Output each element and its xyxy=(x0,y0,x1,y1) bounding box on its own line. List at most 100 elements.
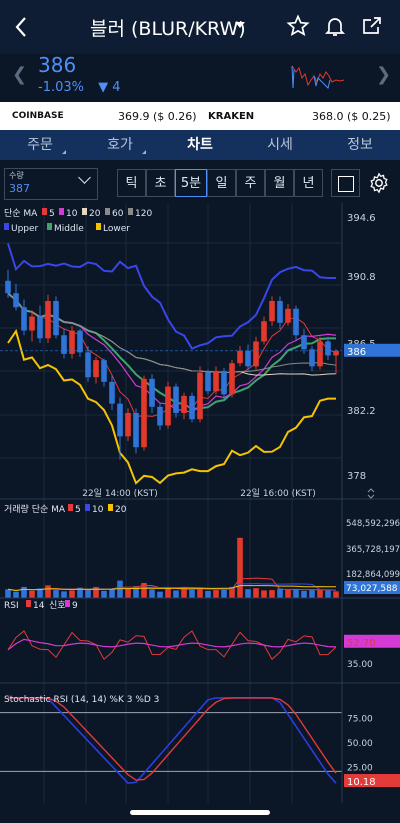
tab-info[interactable]: 정보 xyxy=(320,130,400,160)
tab-orderbook[interactable]: 호가 xyxy=(80,130,160,160)
volume-bar xyxy=(85,589,91,598)
stoch-d-line xyxy=(8,697,337,781)
legend-swatch xyxy=(108,504,113,511)
tab-chart[interactable]: 차트 xyxy=(160,130,240,160)
candle-body xyxy=(149,378,155,407)
timeframe-month[interactable]: 월 xyxy=(265,169,294,197)
volume-bar xyxy=(181,586,187,598)
volume-bar xyxy=(37,588,43,598)
rsi-signal-line xyxy=(7,638,337,651)
legend-swatch xyxy=(96,223,101,230)
candle-body xyxy=(77,330,83,353)
star-icon[interactable] xyxy=(286,14,310,38)
stoch-k-line xyxy=(8,697,337,784)
candle-body xyxy=(29,316,35,331)
volume-bar xyxy=(309,590,315,598)
candle-body xyxy=(141,378,147,448)
draw-tool-button[interactable] xyxy=(331,169,360,197)
stoch-tag-label: 10.18 xyxy=(347,777,376,788)
back-arrow-icon xyxy=(15,17,26,37)
candle-body xyxy=(285,308,291,323)
chart-type-select[interactable] xyxy=(4,168,98,200)
settings-gear-icon[interactable] xyxy=(368,172,390,194)
share-icon[interactable] xyxy=(360,14,384,38)
candle-series xyxy=(0,269,342,460)
timeframe-second[interactable]: 초 xyxy=(146,169,175,197)
tab-order[interactable]: 주문 xyxy=(0,130,80,160)
axis-scale-icon xyxy=(367,488,375,499)
timeframe-year[interactable]: 년 xyxy=(294,169,323,197)
candle-body xyxy=(53,301,59,336)
candle-body xyxy=(189,395,195,420)
change-amount: ▼ 4 xyxy=(98,80,121,95)
chart-legends: 단순 MA 5 10 20 60 120 Upper Middle Lower 거래량 단순 MA… xyxy=(4,208,159,705)
tab-label: 정보 xyxy=(347,137,373,153)
bell-icon[interactable] xyxy=(323,14,347,38)
volume-bar xyxy=(117,580,123,598)
volume-bar xyxy=(237,537,243,598)
candle-body xyxy=(317,341,323,367)
mini-chart xyxy=(290,58,346,92)
volume-bar xyxy=(245,589,251,598)
volume-bar xyxy=(157,591,163,598)
candle-body xyxy=(61,335,67,354)
volume-axis-label: 182,864,099 xyxy=(346,570,400,580)
price-tag-label: 386 xyxy=(347,347,366,358)
tab-trades[interactable]: 시세 xyxy=(240,130,320,160)
volume-bar xyxy=(173,590,179,598)
volume-bar xyxy=(293,588,299,598)
candle-body xyxy=(133,413,139,448)
price-axis-label: 378 xyxy=(347,471,366,482)
title-dropdown-icon[interactable] xyxy=(235,22,245,28)
legend-text: Upper xyxy=(11,224,39,234)
price-tag-box xyxy=(344,343,400,357)
volume-bar xyxy=(261,590,267,598)
next-coin-icon[interactable]: ❯ xyxy=(376,64,392,85)
candle-body xyxy=(245,350,251,367)
legend-swatch xyxy=(68,504,73,511)
timeframe-tick[interactable]: 틱 xyxy=(117,169,146,197)
volume-bar xyxy=(133,586,139,598)
candle-body xyxy=(101,360,107,382)
volume-bar xyxy=(109,588,115,598)
legend-text: 단순 MA xyxy=(4,208,38,219)
candle-body xyxy=(181,395,187,413)
legend-text: Middle xyxy=(54,224,84,234)
tab-corner-icon xyxy=(62,150,66,154)
legend-swatch xyxy=(85,504,90,511)
timeframe-5min[interactable]: 5분 xyxy=(175,169,207,197)
legend-text: 9 xyxy=(72,601,78,611)
legend-swatch xyxy=(65,600,70,607)
candle-body xyxy=(221,371,227,395)
legend-text: 신호 xyxy=(49,600,66,611)
timeframe-day[interactable]: 일 xyxy=(207,169,236,197)
volume-bar xyxy=(93,586,99,598)
candle-body xyxy=(333,350,339,356)
price-change: -1.03% ▼ 4 xyxy=(38,80,121,95)
volume-bar xyxy=(221,588,227,598)
candle-body xyxy=(165,386,171,426)
header-bar xyxy=(0,0,400,54)
rsi-pane xyxy=(7,630,337,661)
candle-body xyxy=(45,301,51,339)
candle-body xyxy=(205,372,211,392)
rsi-tag-box xyxy=(344,634,400,648)
exchange-price-row: COINBASE 369.9 ($ 0.26) KRAKEN 368.0 ($ … xyxy=(0,102,400,130)
legend-swatch xyxy=(128,208,133,215)
chart-type-label: 수량 xyxy=(9,171,24,180)
back-button[interactable] xyxy=(8,12,36,42)
legend-swatch xyxy=(59,208,64,215)
tab-label: 시세 xyxy=(267,137,293,153)
timeframe-week[interactable]: 주 xyxy=(236,169,265,197)
volume-bar xyxy=(45,585,51,598)
volume-bar xyxy=(69,590,75,598)
exchange-price: 369.9 ($ 0.26) xyxy=(118,110,197,123)
volume-bar xyxy=(61,591,67,598)
candle-body xyxy=(93,360,99,378)
coin-title[interactable]: 블러 (BLUR/KRW) xyxy=(90,18,246,40)
volume-bar xyxy=(213,590,219,598)
stoch-tag-box xyxy=(344,774,400,788)
prev-coin-icon[interactable]: ❮ xyxy=(12,64,28,85)
candle-body xyxy=(117,403,123,437)
